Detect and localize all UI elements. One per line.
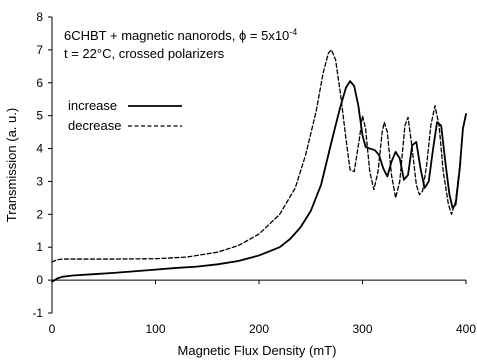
x-tick-label: 100: [145, 322, 165, 336]
y-tick-label: 3: [36, 174, 43, 188]
series-line-increase: [51, 80, 467, 283]
y-tick-label: 4: [36, 142, 43, 156]
y-tick-label: 7: [36, 43, 43, 57]
x-tick-label: 400: [456, 322, 476, 336]
y-tick-label: 6: [36, 76, 43, 90]
y-tick-label: 8: [36, 10, 43, 24]
series-line-decrease: [51, 49, 467, 263]
x-tick-label: 300: [352, 322, 372, 336]
x-tick-label: 200: [249, 322, 269, 336]
y-tick-label: 5: [36, 109, 43, 123]
y-tick-label: 2: [36, 207, 43, 221]
y-tick-label: 1: [36, 240, 43, 254]
annotation-line-2: t = 22°C, crossed polarizers: [64, 46, 225, 61]
y-tick-label: -1: [32, 306, 43, 320]
legend-label-decrease: decrease: [68, 118, 121, 133]
legend-label-increase: increase: [68, 98, 117, 113]
x-tick-label: 0: [49, 322, 56, 336]
x-axis-title: Magnetic Flux Density (mT): [178, 343, 337, 358]
annotation-line-1: 6CHBT + magnetic nanorods, ϕ = 5x10-4: [64, 27, 297, 43]
y-tick-label: 0: [36, 273, 43, 287]
y-axis-title: Transmission (a. u.): [4, 108, 19, 222]
